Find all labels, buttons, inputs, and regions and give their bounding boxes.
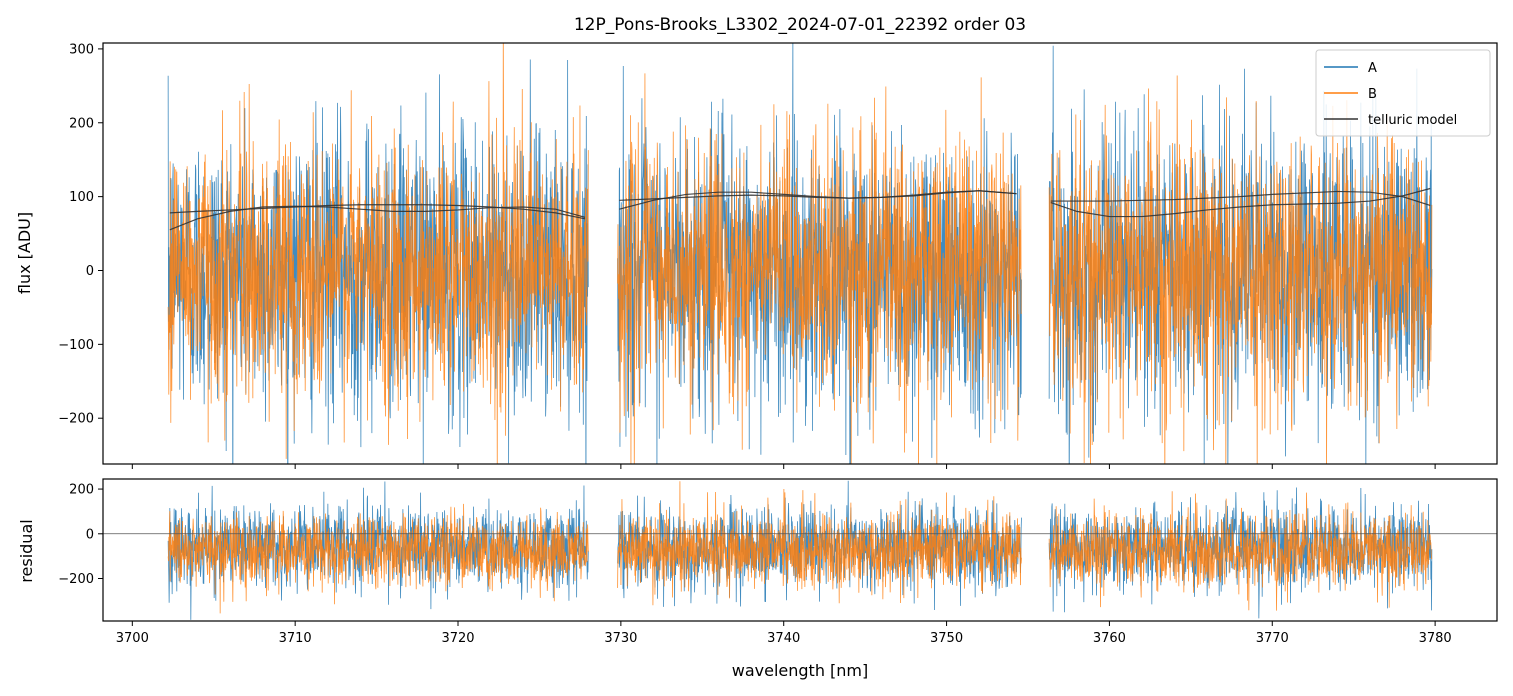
- telluric-model-segment-2-curve-1: [619, 190, 1017, 210]
- flux-y-tick-label: 100: [69, 190, 94, 205]
- flux-panel: −200 −100 0 100 200 300 flux [ADU] A B tellur…: [15, 42, 1498, 469]
- residual-y-tick-label: 200: [69, 483, 94, 498]
- flux-y-label: flux [ADU]: [15, 212, 34, 294]
- x-tick-label: 3770: [1256, 631, 1289, 646]
- legend: A B telluric model: [1315, 49, 1491, 137]
- flux-y-tick-label: 300: [69, 42, 94, 57]
- series-b-segment-3-flux: [1048, 75, 1433, 464]
- x-tick-label: 3740: [767, 631, 800, 646]
- telluric-model-segment-2-curve-2: [619, 190, 1017, 201]
- x-tick-label: 3710: [279, 631, 312, 646]
- residual-y-tick-label: 0: [86, 527, 94, 542]
- residual-panel: −200 0 200 3700 3710 3720 3730 3740 3750 3760 377…: [17, 478, 1498, 646]
- x-tick-label: 3780: [1419, 631, 1452, 646]
- x-tick-label: 3720: [441, 631, 474, 646]
- flux-y-ticks: −200 −100 0 100 200 300: [58, 42, 103, 427]
- legend-label-a: A: [1368, 61, 1377, 76]
- residual-y-ticks: −200 0 200: [58, 483, 103, 587]
- residual-y-tick-label: −200: [58, 572, 94, 587]
- x-tick-label: 3730: [604, 631, 637, 646]
- flux-y-tick-label: −100: [58, 338, 94, 353]
- series-b-segment-1-flux: [167, 43, 589, 464]
- legend-label-telluric: telluric model: [1368, 113, 1457, 128]
- flux-y-tick-label: −200: [58, 412, 94, 427]
- series-a-segment-1-residual: [167, 481, 589, 620]
- legend-label-b: B: [1368, 87, 1377, 102]
- telluric-model-segment-1-curve-2: [169, 204, 586, 220]
- series-b-segment-2-flux: [617, 73, 1022, 464]
- series-b-segment-1-residual: [167, 503, 589, 614]
- residual-plot-area: [103, 480, 1497, 620]
- flux-y-tick-label: 0: [86, 264, 94, 279]
- telluric-model-segment-3-curve-1: [1050, 187, 1431, 218]
- x-axis-label: wavelength [nm]: [732, 661, 869, 680]
- flux-plot-area: [167, 43, 1433, 464]
- chart-title: 12P_Pons-Brooks_L3302_2024-07-01_22392 o…: [574, 15, 1026, 35]
- series-b-segment-3-residual: [1048, 491, 1433, 611]
- residual-axes-frame: [102, 478, 1498, 622]
- x-tick-label: 3750: [930, 631, 963, 646]
- series-a-segment-2-residual: [617, 480, 1022, 611]
- telluric-model-segment-3-curve-2: [1050, 190, 1431, 207]
- telluric-model-segment-1-curve-1: [169, 205, 586, 231]
- x-tick-label: 3760: [1093, 631, 1126, 646]
- flux-x-ticks: [131, 464, 1436, 469]
- flux-axes-frame: [102, 42, 1498, 465]
- residual-y-label: residual: [17, 519, 36, 582]
- residual-x-ticks: 3700 3710 3720 3730 3740 3750 3760 3770 3780: [116, 621, 1452, 646]
- x-tick-label: 3700: [116, 631, 149, 646]
- legend-box: [1315, 49, 1491, 137]
- flux-y-tick-label: 200: [69, 116, 94, 131]
